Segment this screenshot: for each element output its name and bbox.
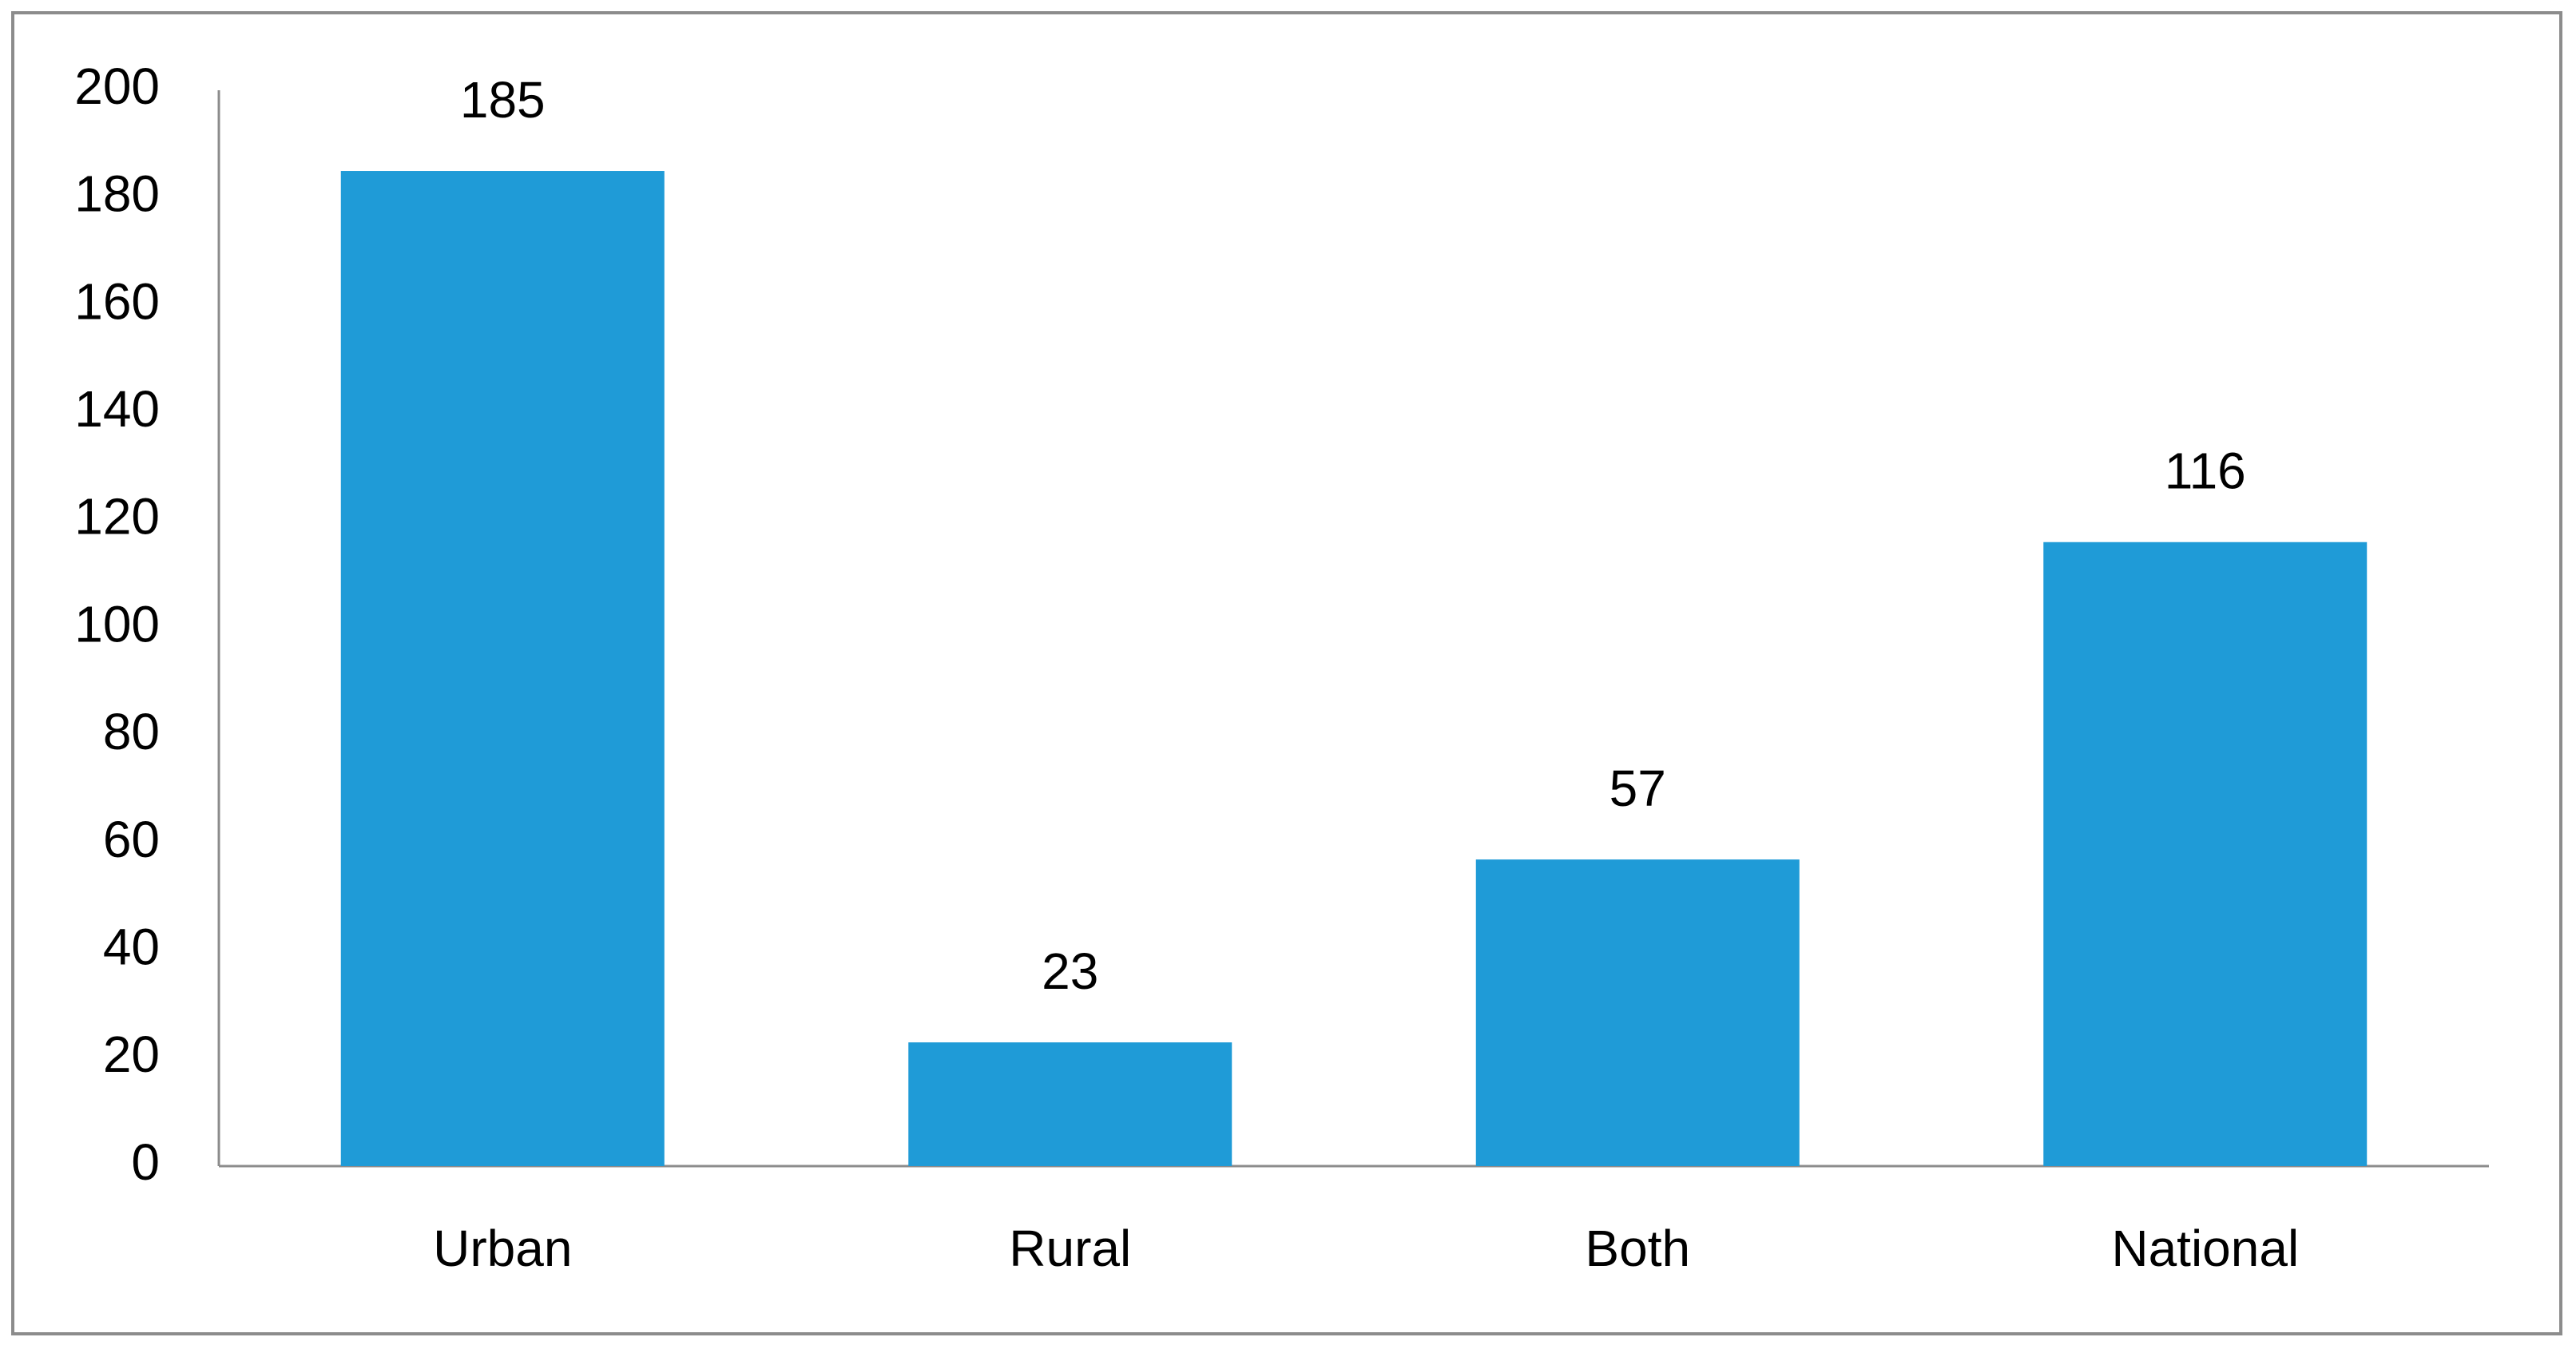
x-tick-label: National bbox=[2111, 1220, 2299, 1277]
y-tick-label: 20 bbox=[103, 1026, 160, 1083]
y-tick-label: 40 bbox=[103, 919, 160, 976]
bar bbox=[1475, 859, 1800, 1166]
data-label: 23 bbox=[1042, 942, 1098, 1000]
y-tick-label: 140 bbox=[74, 380, 160, 438]
y-tick-label: 200 bbox=[74, 58, 160, 115]
y-tick-label: 60 bbox=[103, 811, 160, 868]
bar bbox=[2043, 542, 2368, 1166]
x-tick-label: Rural bbox=[1009, 1220, 1131, 1277]
bar bbox=[340, 171, 665, 1166]
x-tick-label: Both bbox=[1585, 1220, 1690, 1277]
data-label: 57 bbox=[1610, 760, 1666, 817]
y-tick-label: 180 bbox=[74, 165, 160, 223]
y-tick-label: 100 bbox=[74, 595, 160, 653]
y-tick-label: 80 bbox=[103, 703, 160, 760]
data-label: 116 bbox=[2165, 442, 2246, 500]
y-tick-label: 160 bbox=[74, 272, 160, 330]
data-label: 185 bbox=[460, 71, 546, 129]
bar bbox=[908, 1042, 1232, 1166]
y-tick-label: 120 bbox=[74, 488, 160, 546]
x-tick-label: Urban bbox=[433, 1220, 572, 1277]
y-tick-label: 0 bbox=[131, 1133, 160, 1191]
